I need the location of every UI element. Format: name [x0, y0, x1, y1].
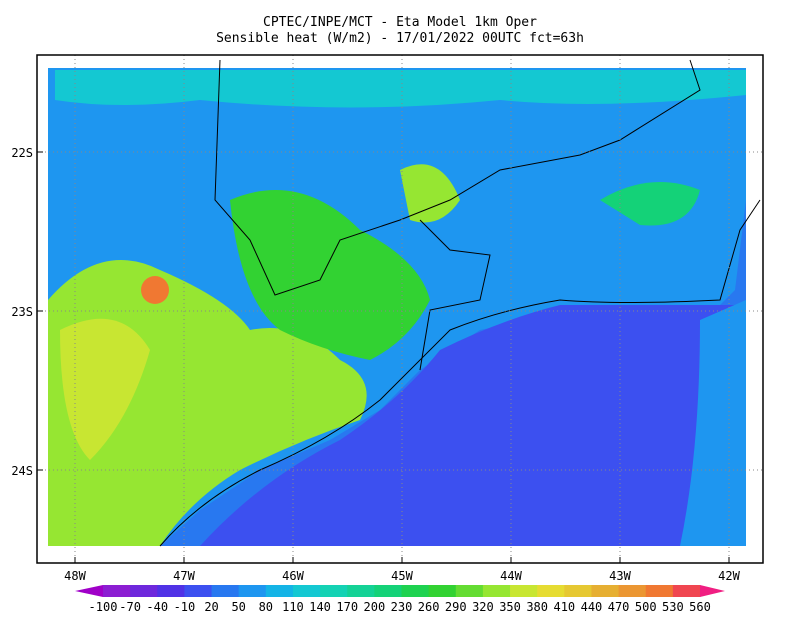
colorbar-label: 140 — [309, 600, 331, 614]
colorbar-label: 50 — [231, 600, 245, 614]
colorbar-box — [157, 585, 185, 597]
colorbar-label: 440 — [581, 600, 603, 614]
green-land — [600, 182, 700, 226]
green-land — [400, 164, 460, 223]
colorbar-label: 560 — [689, 600, 711, 614]
lon-label: 47W — [173, 569, 195, 583]
hot-land — [60, 318, 150, 460]
colorbar-box — [292, 585, 321, 597]
colorbar-label: -40 — [146, 600, 168, 614]
hot-spot — [141, 276, 169, 304]
lon-label: 46W — [282, 569, 304, 583]
colorbar-box — [591, 585, 620, 597]
colorbar-arrow — [75, 585, 103, 597]
colorbar-label: 380 — [526, 600, 548, 614]
colorbar-label: 470 — [608, 600, 630, 614]
colorbar-label: 290 — [445, 600, 467, 614]
title: CPTEC/INPE/MCT - Eta Model 1km Oper — [263, 15, 537, 30]
colorbar-box — [537, 585, 565, 597]
colorbar-box — [211, 585, 240, 597]
colorbar-box — [347, 585, 375, 597]
coastline — [159, 199, 761, 547]
colorbar-label: 230 — [391, 600, 413, 614]
state-border — [419, 219, 491, 371]
colorbar-box — [428, 585, 457, 597]
lat-label: 23S — [11, 305, 33, 319]
colorbar-box — [564, 585, 592, 597]
colorbar-box — [645, 585, 674, 597]
colorbar-label: 410 — [553, 600, 575, 614]
colorbar-box — [482, 585, 511, 597]
colorbar-label: -10 — [174, 600, 196, 614]
map-field — [48, 59, 761, 547]
colorbar-label: 500 — [635, 600, 657, 614]
colorbar-box — [265, 585, 294, 597]
colorbar-box — [455, 585, 484, 597]
colorbar-box — [618, 585, 647, 597]
north-band — [55, 70, 746, 108]
colorbar-box — [103, 585, 131, 597]
colorbar-label: 200 — [364, 600, 386, 614]
colorbar-box — [510, 585, 538, 597]
colorbar-label: 350 — [499, 600, 521, 614]
colorbar-label: 260 — [418, 600, 440, 614]
lat-label: 24S — [11, 464, 33, 478]
ocean-field — [680, 300, 746, 546]
lon-label: 45W — [391, 569, 413, 583]
colorbar-label: 170 — [336, 600, 358, 614]
colorbar-box — [672, 585, 701, 597]
green-land — [230, 190, 430, 360]
lon-label: 43W — [609, 569, 631, 583]
lon-label: 42W — [718, 569, 740, 583]
colorbar-label: 110 — [282, 600, 304, 614]
colorbar-label: -70 — [119, 600, 141, 614]
colorbar-label: 20 — [204, 600, 218, 614]
colorbar-box — [130, 585, 158, 597]
colorbar-box — [238, 585, 267, 597]
colorbar-label: -100 — [89, 600, 118, 614]
lon-label: 48W — [64, 569, 86, 583]
colorbar-label: 320 — [472, 600, 494, 614]
colorbar-label: 530 — [662, 600, 684, 614]
colorbar-box — [320, 585, 348, 597]
colorbar-arrow — [700, 585, 725, 597]
colorbar-box — [374, 585, 402, 597]
colorbar-box — [401, 585, 430, 597]
colorbar-label: 80 — [259, 600, 273, 614]
map-frame — [36, 54, 764, 564]
ocean-field — [200, 305, 746, 546]
colorbar-box — [184, 585, 213, 597]
subtitle: Sensible heat (W/m2) - 17/01/2022 00UTC … — [216, 31, 584, 46]
lat-label: 22S — [11, 146, 33, 160]
lon-label: 44W — [500, 569, 522, 583]
